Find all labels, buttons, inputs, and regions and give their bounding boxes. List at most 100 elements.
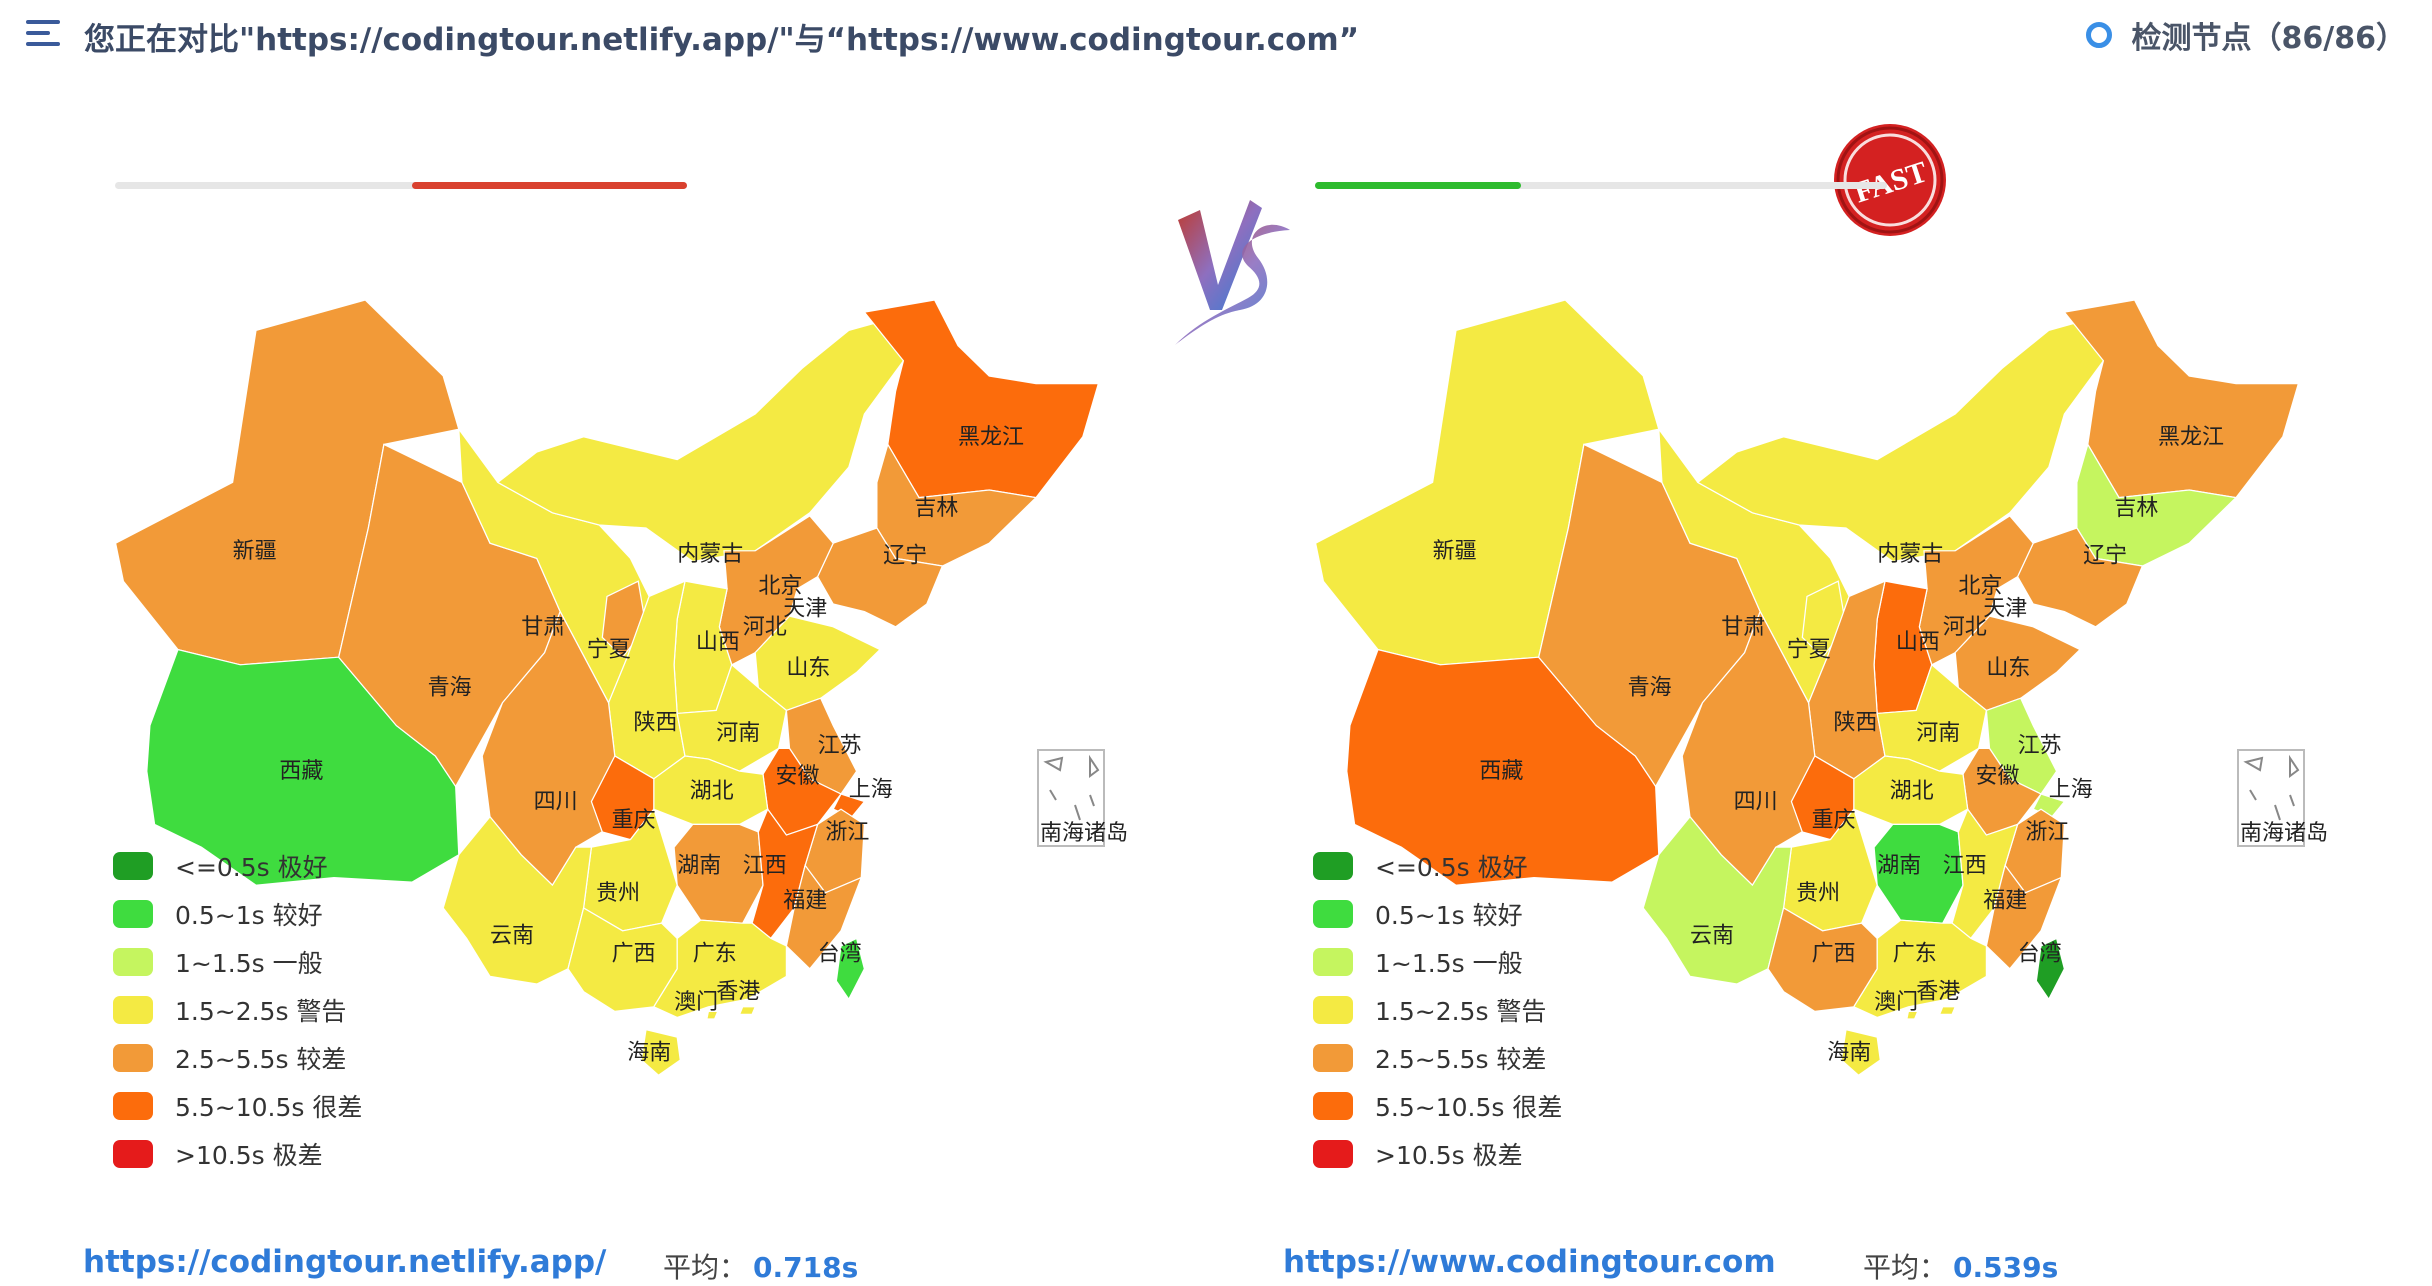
- province-label: 上海: [2049, 777, 2093, 802]
- legend: <=0.5s 极好 0.5~1s 较好 1~1.5s 一般 1.5~2.5s 警告 2.…: [113, 842, 362, 1178]
- legend-label: 0.5~1s 较好: [175, 901, 323, 930]
- legend-swatch: [113, 900, 153, 928]
- node-status[interactable]: 检测节点（86/86）: [2085, 13, 2406, 57]
- province-湖北[interactable]: [1853, 755, 1969, 826]
- legend: <=0.5s 极好 0.5~1s 较好 1~1.5s 一般 1.5~2.5s 警告 2.…: [1313, 842, 1562, 1178]
- menu-icon[interactable]: [26, 20, 60, 48]
- province-label: 江西: [1943, 853, 1987, 878]
- legend-label: 5.5~10.5s 很差: [1375, 1093, 1563, 1122]
- province-label: 山东: [1986, 656, 2030, 681]
- province-内蒙古[interactable]: [496, 314, 905, 563]
- province-吉林[interactable]: [876, 442, 1038, 567]
- legend-swatch: [1313, 1092, 1353, 1120]
- legend-item[interactable]: 1.5~2.5s 警告: [113, 986, 362, 1034]
- province-海南[interactable]: [640, 1028, 681, 1076]
- province-内蒙古[interactable]: [1696, 314, 2105, 563]
- site-url-link[interactable]: https://www.codingtour.com: [1283, 1244, 1776, 1280]
- legend-item[interactable]: >10.5s 极差: [1313, 1130, 1562, 1178]
- legend-label: 1.5~2.5s 警告: [175, 997, 347, 1026]
- legend-item[interactable]: 1~1.5s 一般: [1313, 938, 1562, 986]
- province-label: 云南: [1690, 923, 1734, 948]
- province-台湾[interactable]: [2035, 937, 2066, 1001]
- site-url-link[interactable]: https://codingtour.netlify.app/: [83, 1244, 607, 1280]
- province-label: 新疆: [1433, 539, 1477, 564]
- province-label: 江西: [743, 853, 787, 878]
- legend-item[interactable]: 1.5~2.5s 警告: [1313, 986, 1562, 1034]
- fast-stamp: FAST: [1834, 124, 1946, 236]
- province-label: 香港: [716, 980, 760, 1005]
- legend-item[interactable]: 5.5~10.5s 很差: [113, 1082, 362, 1130]
- province-黑龙江[interactable]: [2063, 300, 2300, 499]
- province-label: 贵州: [1796, 881, 1840, 906]
- province-香港[interactable]: [738, 1006, 757, 1016]
- legend-label: <=0.5s 极好: [1375, 853, 1528, 882]
- site-footer: https://www.codingtour.com 平均： 0.539s: [1280, 1244, 2380, 1284]
- legend-swatch: [1313, 1140, 1353, 1168]
- province-广东[interactable]: [1852, 919, 1988, 1019]
- legend-swatch: [113, 1092, 153, 1120]
- province-广东[interactable]: [652, 919, 788, 1019]
- legend-label: 5.5~10.5s 很差: [175, 1093, 363, 1122]
- province-label: 浙江: [2025, 820, 2069, 845]
- legend-item[interactable]: 0.5~1s 较好: [113, 890, 362, 938]
- legend-item[interactable]: <=0.5s 极好: [113, 842, 362, 890]
- legend-item[interactable]: 2.5~5.5s 较差: [1313, 1034, 1562, 1082]
- province-label: 北京: [1958, 574, 2002, 599]
- legend-swatch: [1313, 948, 1353, 976]
- province-label: 吉林: [914, 496, 958, 521]
- province-福建[interactable]: [785, 864, 863, 970]
- legend-item[interactable]: 2.5~5.5s 较差: [113, 1034, 362, 1082]
- legend-swatch: [1313, 852, 1353, 880]
- province-label: 新疆: [233, 539, 277, 564]
- legend-item[interactable]: >10.5s 极差: [113, 1130, 362, 1178]
- province-label: 河南: [716, 721, 760, 746]
- province-label: 广东: [693, 942, 737, 967]
- legend-swatch: [113, 852, 153, 880]
- province-label: 天津: [783, 597, 827, 622]
- province-湖北[interactable]: [653, 755, 769, 826]
- page-title: 您正在对比"https://codingtour.netlify.app/"与“…: [84, 22, 1360, 58]
- province-label: 青海: [428, 676, 472, 701]
- legend-label: >10.5s 极差: [175, 1141, 323, 1170]
- province-label: 浙江: [825, 820, 869, 845]
- legend-label: 2.5~5.5s 较差: [175, 1045, 347, 1074]
- province-辽宁[interactable]: [2016, 527, 2144, 628]
- header: 您正在对比"https://codingtour.netlify.app/"与“…: [0, 0, 2432, 70]
- inset-label: 南海诸岛: [2240, 821, 2328, 846]
- province-福建[interactable]: [1985, 864, 2063, 970]
- province-label: 西藏: [279, 759, 323, 784]
- province-label: 台湾: [2018, 942, 2062, 967]
- progress-fill: [1315, 182, 1521, 189]
- legend-label: 1~1.5s 一般: [175, 949, 323, 978]
- province-label: 山西: [1896, 630, 1940, 655]
- province-label: 广东: [1893, 942, 1937, 967]
- province-label: 江苏: [818, 733, 862, 758]
- province-澳门[interactable]: [1906, 1010, 1919, 1020]
- province-label: 黑龙江: [2158, 425, 2224, 450]
- legend-label: 1~1.5s 一般: [1375, 949, 1523, 978]
- legend-swatch: [1313, 996, 1353, 1024]
- province-海南[interactable]: [1840, 1028, 1881, 1076]
- province-label: 广西: [612, 942, 656, 967]
- progress-track: [115, 182, 687, 189]
- province-吉林[interactable]: [2076, 442, 2238, 567]
- legend-item[interactable]: 1~1.5s 一般: [113, 938, 362, 986]
- legend-item[interactable]: <=0.5s 极好: [1313, 842, 1562, 890]
- province-台湾[interactable]: [835, 937, 866, 1001]
- province-label: 海南: [1827, 1040, 1871, 1065]
- province-label: 吉林: [2114, 496, 2158, 521]
- province-label: 海南: [627, 1040, 671, 1065]
- province-label: 福建: [783, 888, 827, 913]
- province-label: 台湾: [818, 942, 862, 967]
- province-黑龙江[interactable]: [863, 300, 1100, 499]
- province-label: 澳门: [674, 990, 718, 1015]
- province-辽宁[interactable]: [816, 527, 944, 628]
- average-time: 平均： 0.539s: [1863, 1246, 2058, 1286]
- province-香港[interactable]: [1938, 1006, 1957, 1016]
- province-澳门[interactable]: [706, 1010, 719, 1020]
- province-label: 重庆: [1812, 808, 1856, 833]
- province-label: 河南: [1916, 721, 1960, 746]
- legend-item[interactable]: 0.5~1s 较好: [1313, 890, 1562, 938]
- legend-item[interactable]: 5.5~10.5s 很差: [1313, 1082, 1562, 1130]
